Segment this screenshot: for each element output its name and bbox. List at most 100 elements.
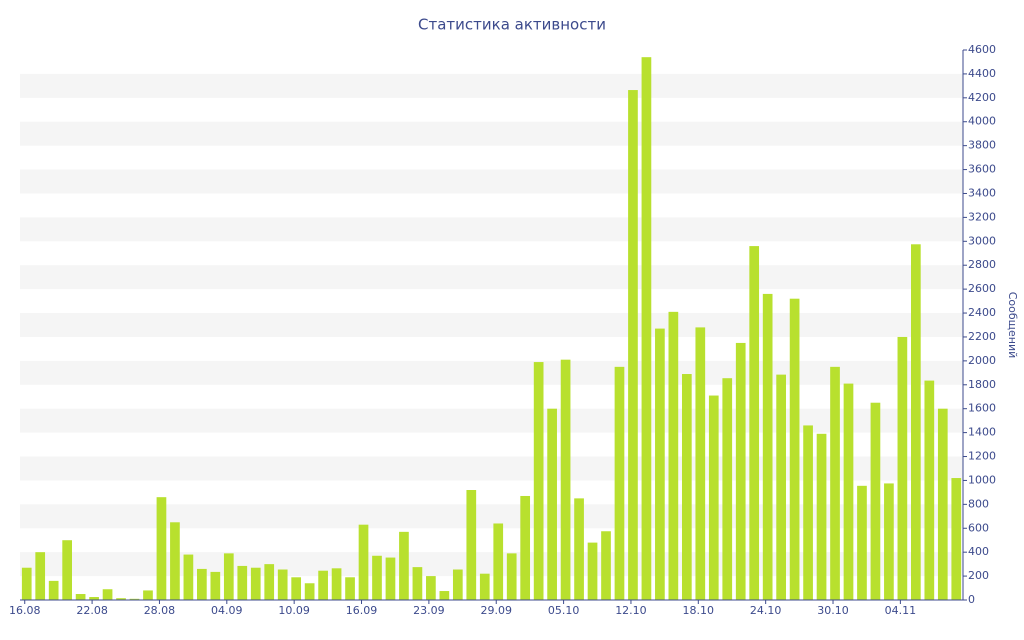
y-tick-label: 0: [968, 593, 975, 606]
bar: [830, 366, 840, 600]
bar: [116, 598, 126, 600]
bar: [143, 590, 153, 600]
y-tick-label: 2000: [968, 354, 996, 367]
grid-band: [20, 408, 963, 433]
bar: [479, 573, 490, 600]
x-tick-label: 16.08: [9, 604, 41, 617]
grid-band: [20, 265, 963, 290]
y-tick-label: 1200: [968, 450, 996, 463]
bar: [520, 495, 531, 600]
bar: [762, 293, 773, 600]
bar: [560, 359, 571, 600]
y-tick-label: 2600: [968, 282, 996, 295]
bar: [426, 576, 436, 600]
bar: [439, 591, 450, 600]
bar: [924, 380, 935, 600]
bar: [911, 244, 921, 601]
bar: [668, 311, 679, 600]
bar: [843, 383, 854, 600]
bar: [884, 483, 894, 600]
grid-band: [20, 121, 963, 146]
bar: [21, 567, 32, 600]
grid-band: [20, 313, 963, 337]
bar: [291, 577, 302, 600]
bar: [816, 433, 827, 600]
y-tick-label: 3000: [968, 234, 996, 247]
bar: [331, 568, 342, 600]
bar: [183, 554, 194, 600]
bar: [197, 568, 207, 600]
bar: [75, 594, 86, 600]
x-tick-label: 23.09: [413, 604, 445, 617]
x-tick-label: 18.10: [683, 604, 715, 617]
bar: [493, 523, 504, 600]
y-tick-label: 3600: [968, 163, 996, 176]
bar: [681, 374, 692, 600]
y-tick-label: 600: [968, 521, 989, 534]
y-tick-label: 2400: [968, 306, 996, 319]
bar: [628, 90, 638, 600]
bar: [89, 597, 99, 600]
bar: [102, 589, 113, 600]
bar: [897, 336, 908, 600]
bar: [129, 598, 140, 600]
x-tick-label: 05.10: [548, 604, 580, 617]
x-tick-label: 04.11: [885, 604, 917, 617]
bar: [304, 583, 315, 600]
y-tick-label: 2200: [968, 330, 996, 343]
bar: [237, 565, 248, 600]
y-tick-label: 400: [968, 545, 989, 558]
bar: [466, 490, 477, 600]
bar: [708, 395, 719, 600]
bar: [776, 374, 786, 600]
bar: [601, 531, 611, 600]
y-tick-label: 3800: [968, 139, 996, 152]
x-tick-label: 12.10: [615, 604, 647, 617]
chart-title: Статистика активности: [418, 16, 606, 34]
bar: [951, 478, 962, 600]
bar: [412, 567, 423, 600]
x-tick-label: 29.09: [480, 604, 512, 617]
bar: [210, 571, 221, 600]
bar: [452, 569, 463, 600]
bar: [385, 557, 396, 600]
x-tick-label: 16.09: [346, 604, 378, 617]
bar: [857, 485, 867, 600]
y-tick-label: 3200: [968, 210, 996, 223]
bar: [789, 298, 800, 600]
grid-band: [20, 169, 963, 194]
bar: [735, 342, 746, 600]
bar: [170, 522, 180, 600]
grid-band: [20, 73, 963, 98]
bar: [695, 327, 706, 600]
bar: [614, 366, 625, 600]
y-tick-label: 1000: [968, 473, 996, 486]
x-tick-label: 24.10: [750, 604, 782, 617]
bar: [48, 580, 59, 600]
y-tick-label: 1400: [968, 426, 996, 439]
x-tick-label: 04.09: [211, 604, 243, 617]
bar: [937, 408, 948, 600]
bar: [506, 553, 517, 600]
bar: [35, 552, 46, 600]
y-tick-label: 200: [968, 569, 989, 582]
y-tick-label: 800: [968, 497, 989, 510]
bar: [574, 498, 584, 600]
bar: [156, 497, 167, 600]
bar: [749, 246, 760, 600]
grid-band: [20, 217, 963, 242]
bar: [533, 362, 544, 600]
y-tick-label: 4000: [968, 115, 996, 128]
y-tick-label: 3400: [968, 186, 996, 199]
bar: [358, 524, 369, 600]
y-tick-label: 4400: [968, 67, 996, 80]
bar: [62, 540, 72, 600]
y-tick-label: 4200: [968, 91, 996, 104]
y-tick-label: 4600: [968, 43, 996, 56]
bar: [803, 425, 813, 600]
bar: [587, 542, 598, 600]
x-tick-label: 30.10: [817, 604, 849, 617]
y-axis-label: Сообщений: [1006, 292, 1019, 359]
bar: [399, 531, 409, 600]
